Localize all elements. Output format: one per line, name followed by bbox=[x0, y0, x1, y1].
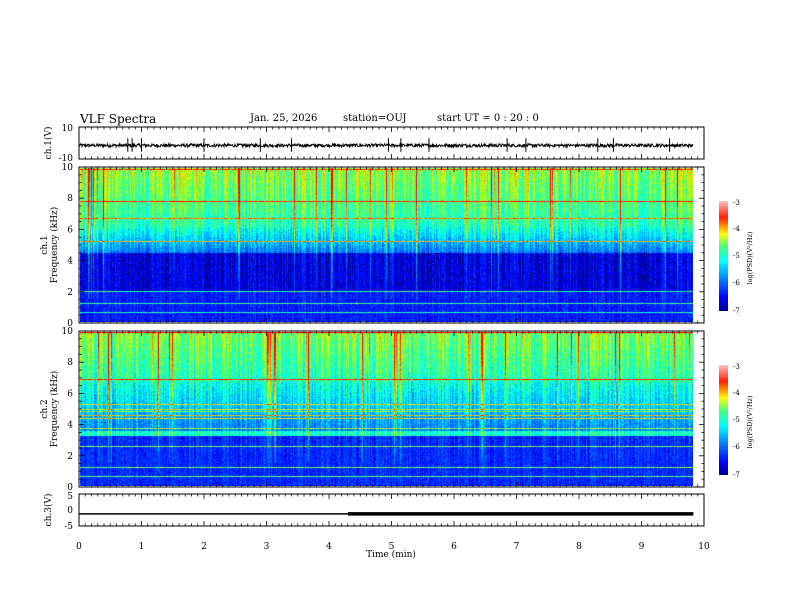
x-tick-label: 9 bbox=[639, 542, 645, 552]
x-tick-label: 1 bbox=[139, 542, 145, 552]
ch2-colorbar-label: log(PSD)(V²/Hz) bbox=[746, 395, 754, 448]
x-tick-label: 3 bbox=[264, 542, 270, 552]
figure-date: Jan. 25, 2026 bbox=[250, 113, 318, 124]
ch3-signal-ylabel: ch.3(V) bbox=[43, 494, 54, 527]
y-tick-label: 4 bbox=[67, 421, 73, 431]
ch2-colorbar bbox=[719, 365, 728, 475]
ch2-spectrogram-channel: ch.2 bbox=[40, 399, 50, 418]
ch1-spectrogram-axes: 0 2 4 6 8 10 bbox=[62, 163, 705, 329]
x-tick-label: 4 bbox=[326, 542, 332, 552]
x-tick-label: 8 bbox=[576, 542, 582, 552]
y-tick-label: 0 bbox=[67, 483, 73, 493]
ch2-colorbar-tick: -4 bbox=[733, 389, 740, 397]
x-tick-label: 7 bbox=[514, 542, 520, 552]
x-tick-label: 2 bbox=[201, 542, 207, 552]
ch2-spectrogram-axes: 0 2 4 6 8 10 bbox=[62, 327, 705, 493]
ch2-spectrogram-ylabel: Frequency (kHz) bbox=[49, 371, 60, 448]
ch1-colorbar-tick: -3 bbox=[733, 199, 740, 207]
y-tick-label: 6 bbox=[67, 225, 73, 235]
x-tick-label: 5 bbox=[389, 542, 395, 552]
ch2-colorbar-tick: -3 bbox=[733, 363, 740, 371]
y-tick-label: 8 bbox=[67, 358, 73, 368]
ch1-ytick-bottom: -10 bbox=[59, 154, 74, 164]
figure-station: station=OUJ bbox=[343, 113, 407, 124]
time-axis-label: Time (min) bbox=[366, 549, 416, 560]
ch1-spectrogram-container bbox=[80, 168, 693, 322]
ch1-spectrogram-ylabel: Frequency (kHz) bbox=[49, 207, 60, 284]
figure-start-time: start UT = 0 : 20 : 0 bbox=[437, 113, 539, 124]
ch1-spectrogram-canvas bbox=[80, 168, 693, 322]
x-tick-label: 10 bbox=[698, 542, 710, 552]
ch2-spectrogram-canvas bbox=[80, 332, 693, 486]
ch1-colorbar-tick: -7 bbox=[733, 307, 740, 315]
y-tick-label: 0 bbox=[67, 319, 73, 329]
x-tick-label: 6 bbox=[451, 542, 457, 552]
ch3-ytick: 5 bbox=[67, 492, 73, 502]
ch1-colorbar-label: log(PSD)(V²/Hz) bbox=[746, 231, 754, 284]
y-tick-label: 2 bbox=[67, 288, 73, 298]
y-tick-label: 10 bbox=[62, 163, 74, 173]
ch1-colorbar bbox=[719, 201, 728, 311]
ch2-colorbar-tick: -6 bbox=[733, 443, 740, 451]
ch1-spectrogram-channel: ch.1 bbox=[40, 235, 50, 254]
y-tick-label: 8 bbox=[67, 194, 73, 204]
y-tick-label: 4 bbox=[67, 257, 73, 267]
ch1-waveform-ylabel: ch.1(V) bbox=[43, 127, 54, 160]
ch3-ytick: -5 bbox=[64, 522, 73, 532]
ch1-colorbar-tick: -5 bbox=[733, 252, 740, 260]
ch1-colorbar-tick: -6 bbox=[733, 279, 740, 287]
x-tick-label: 0 bbox=[76, 542, 82, 552]
ch3-signal-xticks bbox=[78, 494, 705, 526]
ch1-waveform-line bbox=[78, 138, 694, 152]
ch2-colorbar-tick: -7 bbox=[733, 471, 740, 479]
ch3-ytick: 0 bbox=[67, 506, 73, 516]
y-tick-label: 2 bbox=[67, 452, 73, 462]
y-tick-label: 6 bbox=[67, 389, 73, 399]
time-axis-ticks: 0 1 2 3 4 5 6 7 8 9 10 bbox=[76, 542, 710, 552]
ch2-colorbar-tick: -5 bbox=[733, 416, 740, 424]
ch1-ytick-top: 10 bbox=[62, 124, 74, 134]
ch1-waveform-xticks bbox=[78, 127, 705, 159]
ch2-spectrogram-container bbox=[80, 332, 693, 486]
y-tick-label: 10 bbox=[62, 327, 74, 337]
ch1-colorbar-tick: -4 bbox=[733, 225, 740, 233]
figure-title: VLF Spectra bbox=[80, 112, 157, 126]
